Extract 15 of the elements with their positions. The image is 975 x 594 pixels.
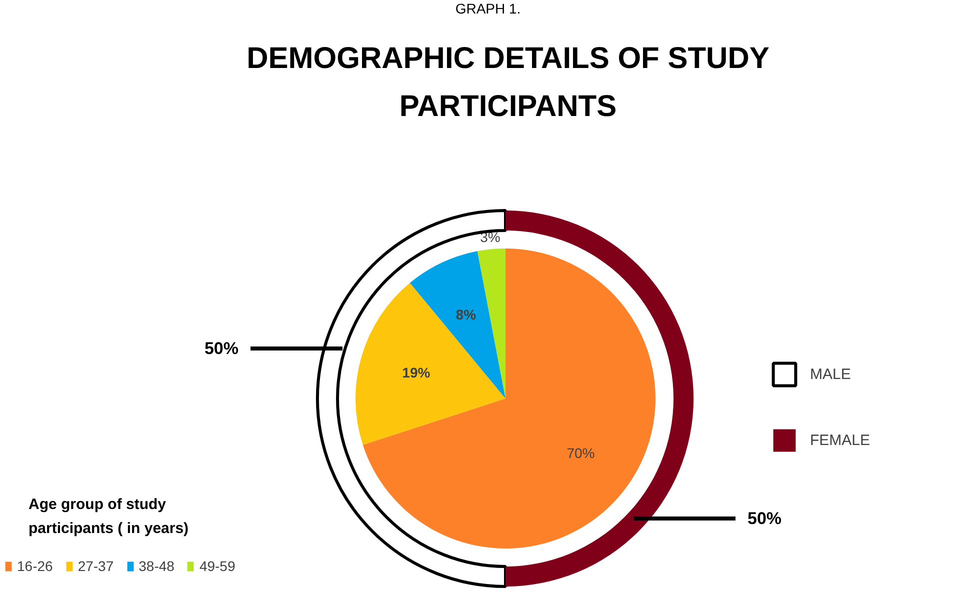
data-label: 8% (456, 306, 477, 322)
legend-label: 49-59 (199, 558, 236, 574)
caption: GRAPH 1. (455, 0, 521, 16)
legend-label: 27-37 (78, 558, 114, 574)
legend-label: FEMALE (810, 432, 870, 448)
data-label: 3% (480, 229, 500, 246)
legend-label: MALE (810, 366, 851, 382)
data-label: 50% (204, 339, 239, 358)
legend-title: Age group of study participants ( in years) (28, 496, 189, 537)
data-label: 70% (566, 445, 595, 462)
data-label: 19% (402, 364, 431, 381)
legend-label: 38-48 (138, 558, 174, 574)
chart-title: DEMOGRAPHIC DETAILS OF STUDY PARTICIPANTS (246, 42, 770, 123)
legend-label: 16-26 (17, 558, 53, 574)
data-label: 50% (748, 509, 782, 528)
